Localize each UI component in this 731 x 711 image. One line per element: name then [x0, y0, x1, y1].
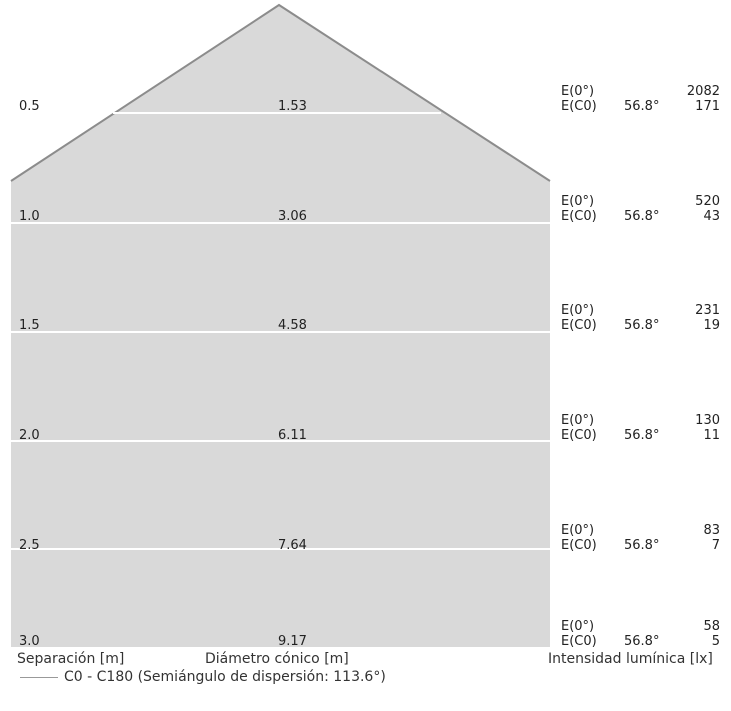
- e0-label: E(0°): [561, 619, 595, 634]
- e0-value: 130: [695, 413, 720, 428]
- legend-text: C0 - C180 (Semiángulo de dispersión: 113…: [64, 669, 386, 685]
- distance-value: 0.5: [19, 99, 40, 114]
- ec0-value: 171: [695, 99, 720, 114]
- e0-value: 231: [695, 303, 720, 318]
- ec0-label: E(C0): [561, 538, 597, 553]
- angle-value: 56.8°: [624, 318, 660, 333]
- e0-label: E(0°): [561, 84, 595, 99]
- angle-value: 56.8°: [624, 209, 660, 224]
- e0-label: E(0°): [561, 523, 595, 538]
- ec0-label: E(C0): [561, 209, 597, 224]
- diameter-value: 7.64: [278, 538, 307, 553]
- diameter-value: 4.58: [278, 318, 307, 333]
- e0-value: 520: [695, 194, 720, 209]
- distance-value: 3.0: [19, 634, 40, 649]
- e0-value: 83: [703, 523, 720, 538]
- ec0-value: 43: [703, 209, 720, 224]
- e0-label: E(0°): [561, 303, 595, 318]
- diameter-value: 6.11: [278, 428, 307, 443]
- ec0-label: E(C0): [561, 634, 597, 649]
- distance-value: 1.0: [19, 209, 40, 224]
- angle-value: 56.8°: [624, 99, 660, 114]
- angle-value: 56.8°: [624, 428, 660, 443]
- diameter-axis-label: Diámetro cónico [m]: [205, 651, 349, 667]
- diameter-value: 9.17: [278, 634, 307, 649]
- diameter-value: 3.06: [278, 209, 307, 224]
- ec0-value: 11: [703, 428, 720, 443]
- ec0-label: E(C0): [561, 428, 597, 443]
- distance-value: 2.0: [19, 428, 40, 443]
- angle-value: 56.8°: [624, 538, 660, 553]
- distance-axis-label: Separación [m]: [17, 651, 125, 667]
- ec0-label: E(C0): [561, 318, 597, 333]
- ec0-value: 5: [711, 634, 720, 649]
- cone-edge: [10, 3, 551, 182]
- distance-value: 1.5: [19, 318, 40, 333]
- e0-value: 2082: [686, 84, 720, 99]
- angle-value: 56.8°: [624, 634, 660, 649]
- ec0-label: E(C0): [561, 99, 597, 114]
- ec0-value: 7: [711, 538, 720, 553]
- legend-line-swatch: [20, 677, 58, 678]
- ec0-value: 19: [703, 318, 720, 333]
- distance-value: 2.5: [19, 538, 40, 553]
- intensity-axis-label: Intensidad lumínica [lx]: [548, 651, 713, 667]
- e0-label: E(0°): [561, 413, 595, 428]
- e0-value: 58: [703, 619, 720, 634]
- e0-label: E(0°): [561, 194, 595, 209]
- cone-fill: [11, 5, 550, 647]
- diameter-value: 1.53: [278, 99, 307, 114]
